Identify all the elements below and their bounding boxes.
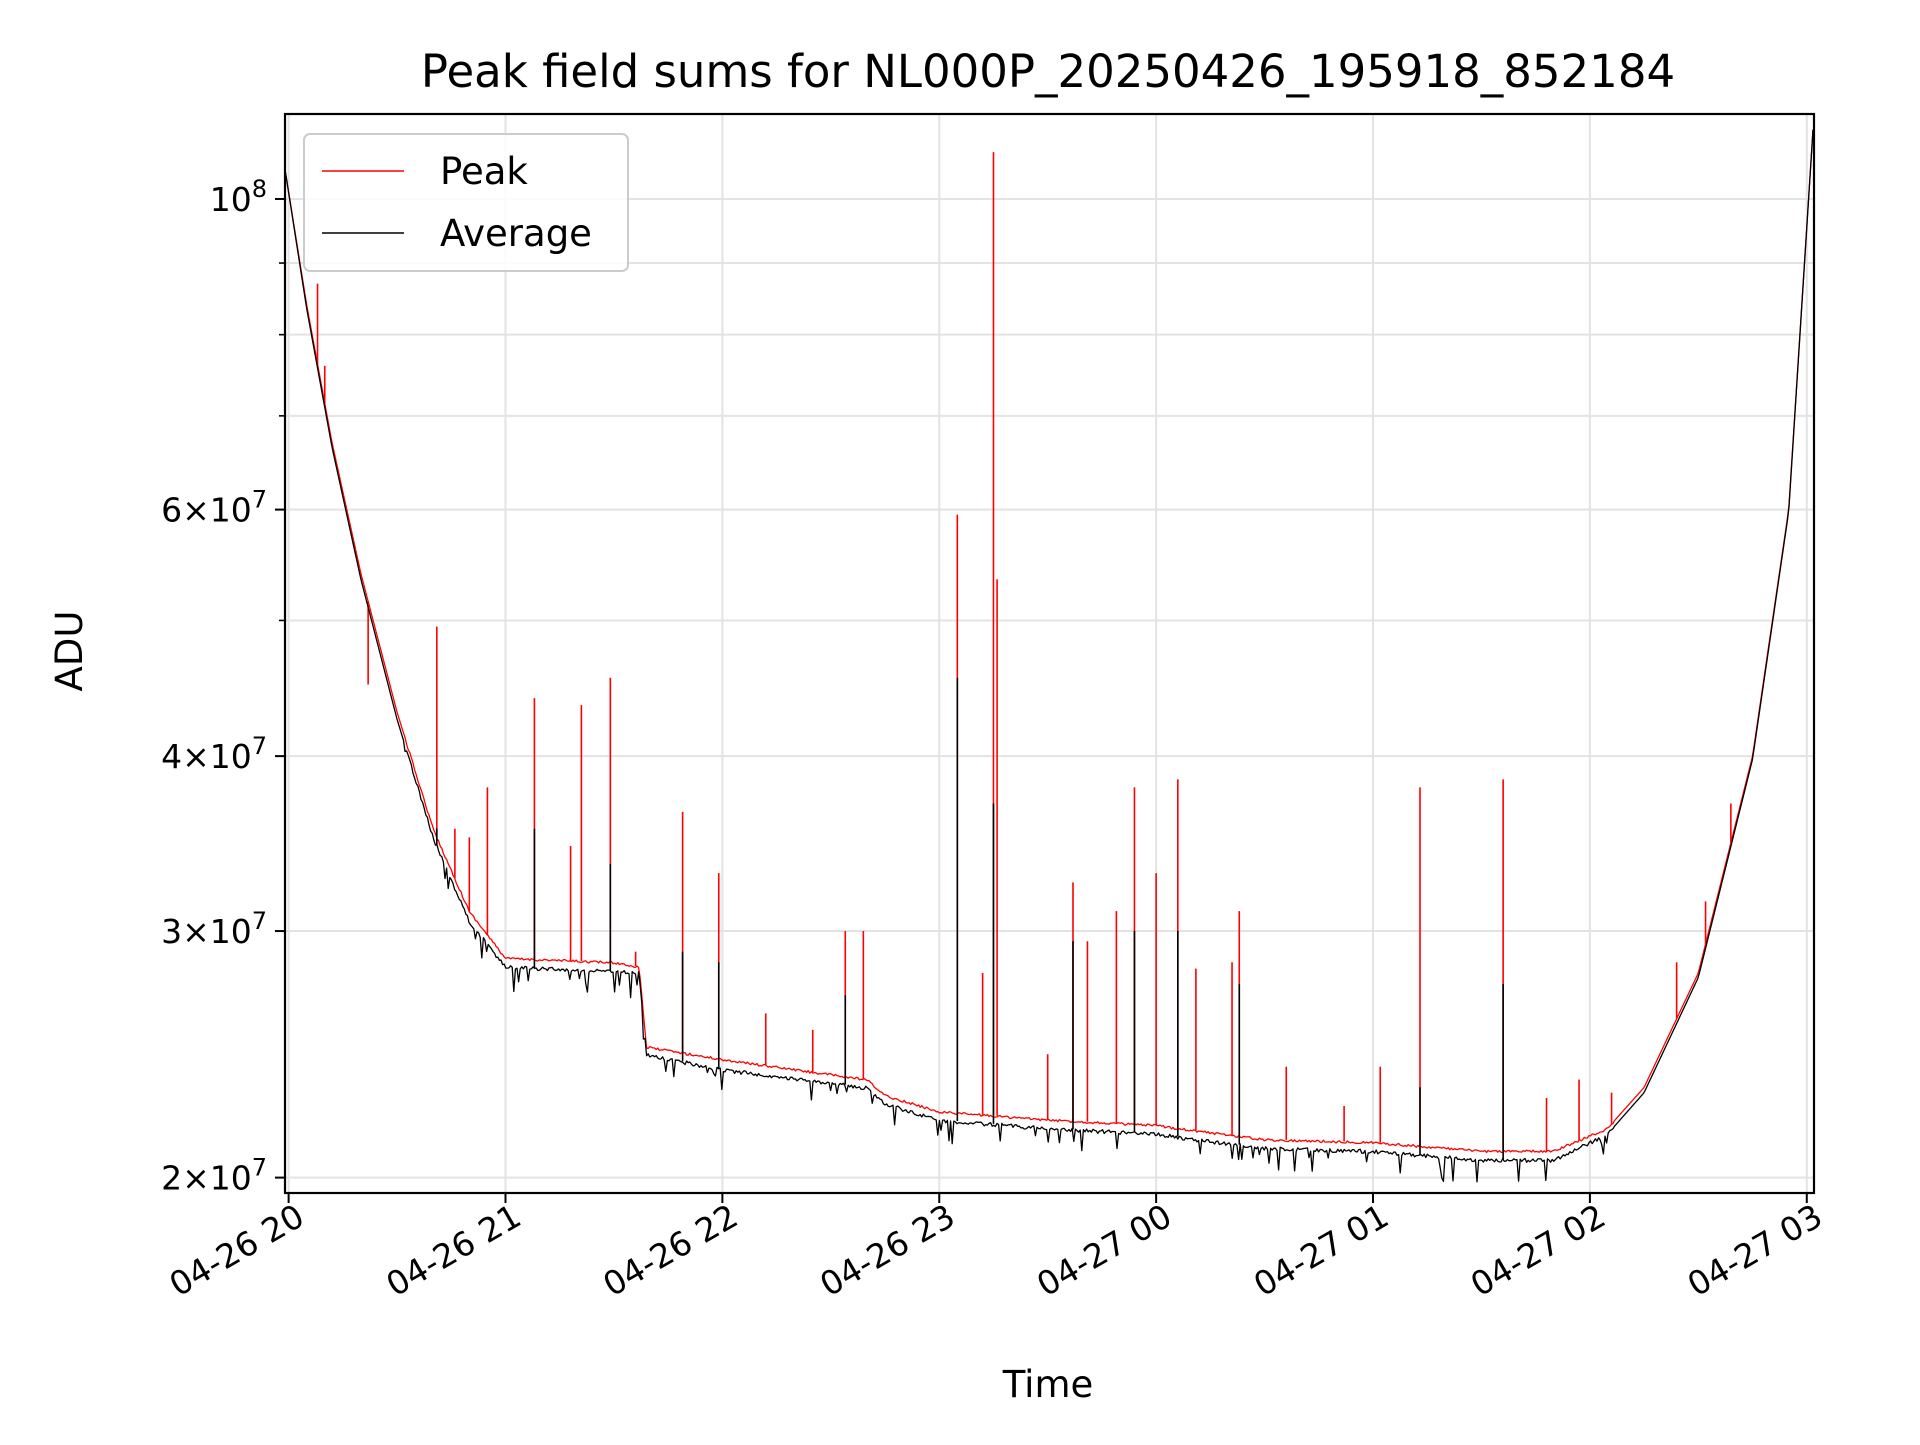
legend-label-peak: Peak [440, 150, 528, 193]
y-tick-label: 6×107 [161, 486, 267, 530]
legend: Peak Average [303, 133, 629, 272]
chart-title: Peak field sums for NL000P_20250426_1959… [421, 45, 1675, 98]
legend-box [303, 133, 629, 272]
y-tick-label: 108 [210, 175, 267, 219]
series-line-average [284, 129, 1814, 1183]
series-average [284, 129, 1814, 1183]
legend-label-average: Average [440, 212, 592, 255]
y-tick-label: 2×107 [161, 1154, 267, 1198]
grid-lines [285, 114, 1814, 1193]
y-axis-label: ADU [48, 611, 91, 692]
series-line-peak [284, 129, 1814, 1154]
y-tick-label: 3×107 [161, 907, 267, 951]
x-axis-label: Time [1002, 1363, 1094, 1406]
plot-area [284, 129, 1814, 1183]
y-tick-label: 4×107 [161, 732, 267, 776]
plot-frame [283, 112, 1816, 1195]
